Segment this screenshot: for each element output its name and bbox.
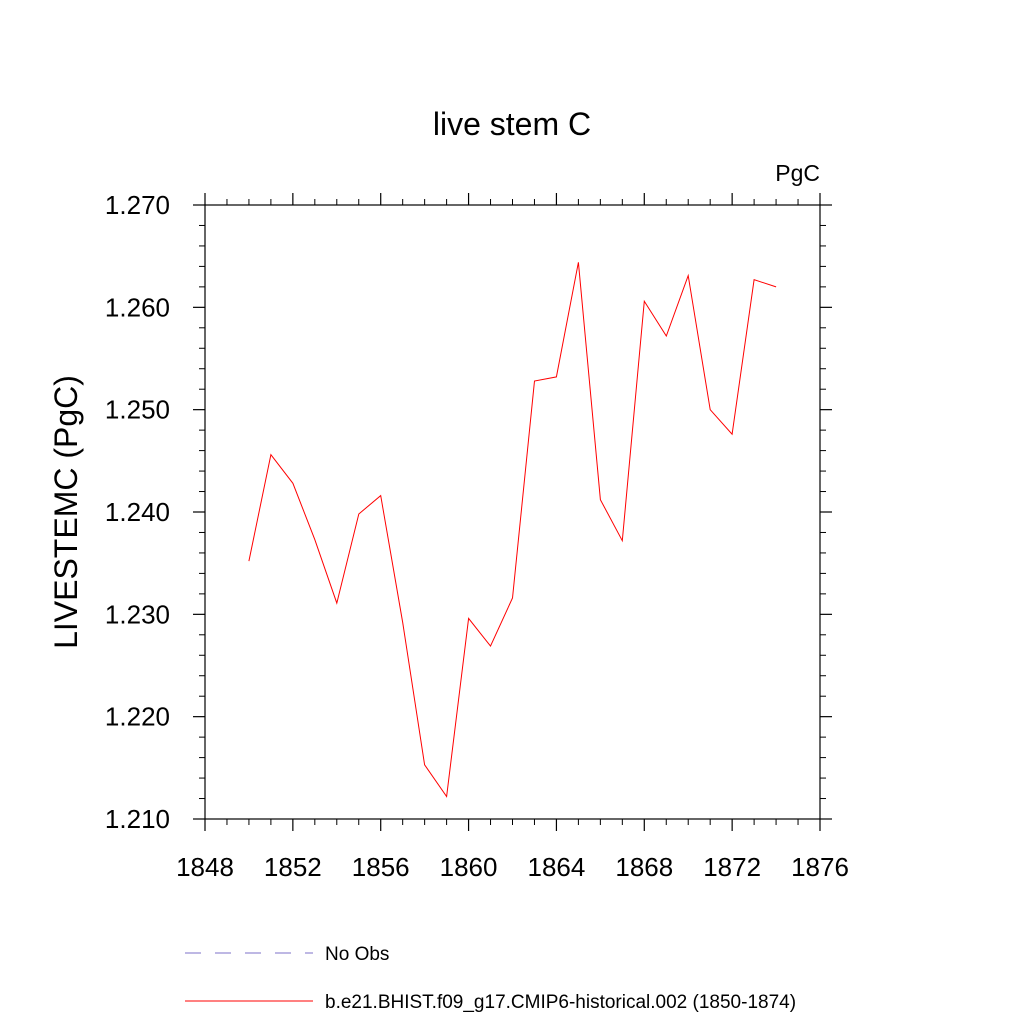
legend: No Obs b.e21.BHIST.f09_g17.CMIP6-historic… (185, 944, 796, 1013)
y-tick-label: 1.240 (105, 497, 170, 527)
y-tick-label: 1.250 (105, 395, 170, 425)
x-tick-label: 1848 (176, 852, 234, 882)
x-tick-label: 1860 (440, 852, 498, 882)
y-tick-label: 1.260 (105, 292, 170, 322)
x-tick-label: 1856 (352, 852, 410, 882)
chart-title: live stem C (433, 106, 591, 142)
y-tick-label: 1.270 (105, 190, 170, 220)
axis-ticks: 1848 1852 1856 1860 1864 1868 1872 1876 1.210 1.2… (105, 190, 849, 882)
x-tick-label: 1868 (615, 852, 673, 882)
x-tick-label: 1872 (703, 852, 761, 882)
series-layer (248, 262, 777, 798)
y-tick-label: 1.220 (105, 702, 170, 732)
plot-frame (204, 204, 821, 820)
x-tick-label: 1852 (264, 852, 322, 882)
y-axis-label: LIVESTEMC (PgC) (48, 375, 84, 649)
x-tick-label: 1864 (528, 852, 586, 882)
legend-label: b.e21.BHIST.f09_g17.CMIP6-historical.002… (325, 992, 796, 1013)
x-tick-label: 1876 (791, 852, 849, 882)
y-tick-label: 1.210 (105, 804, 170, 834)
legend-label: No Obs (325, 944, 389, 965)
units-label: PgC (775, 160, 820, 186)
y-tick-label: 1.230 (105, 599, 170, 629)
series-line (248, 262, 777, 798)
